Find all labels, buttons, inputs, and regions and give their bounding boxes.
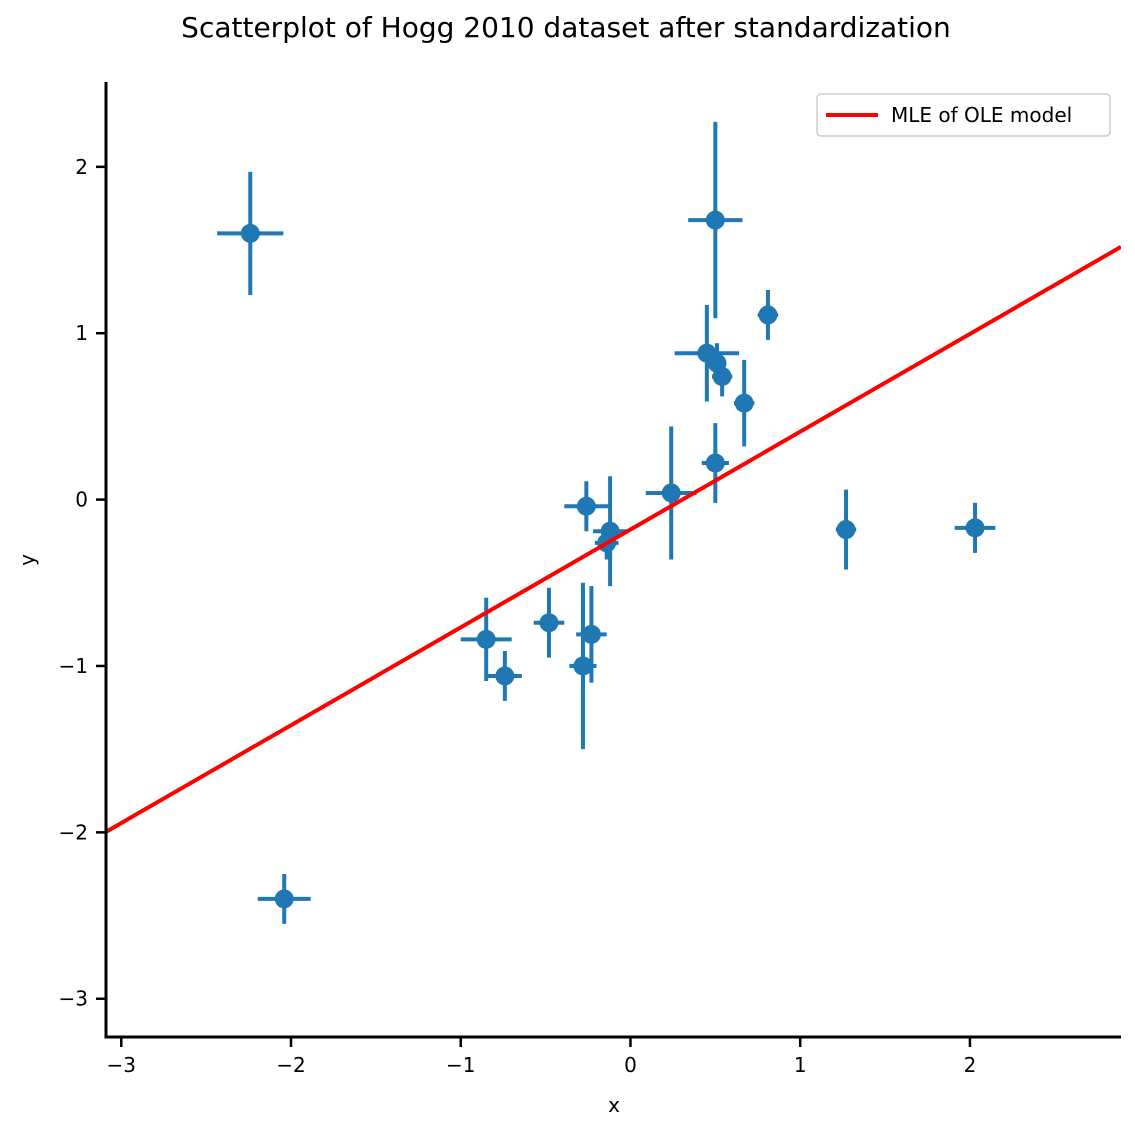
y-tick-label: −1 bbox=[59, 654, 88, 678]
y-tick-label: 2 bbox=[75, 155, 88, 179]
data-point bbox=[661, 483, 681, 503]
data-point bbox=[712, 366, 732, 386]
mle-fit-line bbox=[106, 245, 1121, 834]
data-point bbox=[836, 520, 856, 540]
data-point-group bbox=[564, 481, 609, 532]
data-point-group bbox=[217, 171, 284, 295]
data-point-group bbox=[954, 502, 996, 553]
x-tick-label: −2 bbox=[276, 1053, 305, 1077]
legend: MLE of OLE model bbox=[816, 93, 1111, 137]
data-point-group bbox=[593, 476, 628, 587]
y-tick-label: 0 bbox=[75, 488, 88, 512]
plot-area bbox=[106, 121, 1121, 924]
data-point-group bbox=[835, 489, 857, 570]
data-point bbox=[965, 518, 985, 538]
data-point-group bbox=[711, 356, 733, 397]
y-tick-label: −3 bbox=[59, 987, 88, 1011]
data-point-group bbox=[487, 651, 522, 701]
data-point-group bbox=[701, 423, 729, 503]
x-tick-label: 0 bbox=[624, 1053, 637, 1077]
data-point bbox=[758, 305, 778, 325]
axes: −3 −2 −1 0 1 2 −3 −2 −1 0 1 2 bbox=[59, 82, 1121, 1077]
data-point-group bbox=[257, 873, 311, 924]
legend-label: MLE of OLE model bbox=[891, 103, 1072, 127]
data-point-group bbox=[569, 582, 597, 750]
data-point-group bbox=[645, 426, 697, 560]
data-point-group bbox=[533, 587, 565, 658]
data-point bbox=[274, 889, 294, 909]
x-axis-label: x bbox=[608, 1093, 620, 1117]
data-point bbox=[240, 223, 260, 243]
chart-title: Scatterplot of Hogg 2010 dataset after s… bbox=[181, 11, 951, 44]
data-point bbox=[573, 656, 593, 676]
data-point bbox=[734, 393, 754, 413]
data-point-group bbox=[688, 121, 743, 319]
x-tick-label: 1 bbox=[794, 1053, 807, 1077]
y-axis-label: y bbox=[15, 554, 39, 566]
legend-box bbox=[816, 93, 1111, 137]
data-point bbox=[576, 496, 596, 516]
data-point bbox=[705, 210, 725, 230]
y-tick-label: 1 bbox=[75, 321, 88, 345]
data-point bbox=[539, 613, 559, 633]
x-tick-label: −3 bbox=[107, 1053, 136, 1077]
data-point-group bbox=[757, 289, 779, 340]
data-point bbox=[495, 666, 515, 686]
data-point-group bbox=[734, 359, 755, 447]
y-tick-label: −2 bbox=[59, 820, 88, 844]
data-point bbox=[705, 453, 725, 473]
x-tick-label: −1 bbox=[446, 1053, 475, 1077]
x-tick-label: 2 bbox=[964, 1053, 977, 1077]
data-point-group bbox=[674, 304, 740, 402]
data-point bbox=[476, 629, 496, 649]
data-point bbox=[581, 624, 601, 644]
